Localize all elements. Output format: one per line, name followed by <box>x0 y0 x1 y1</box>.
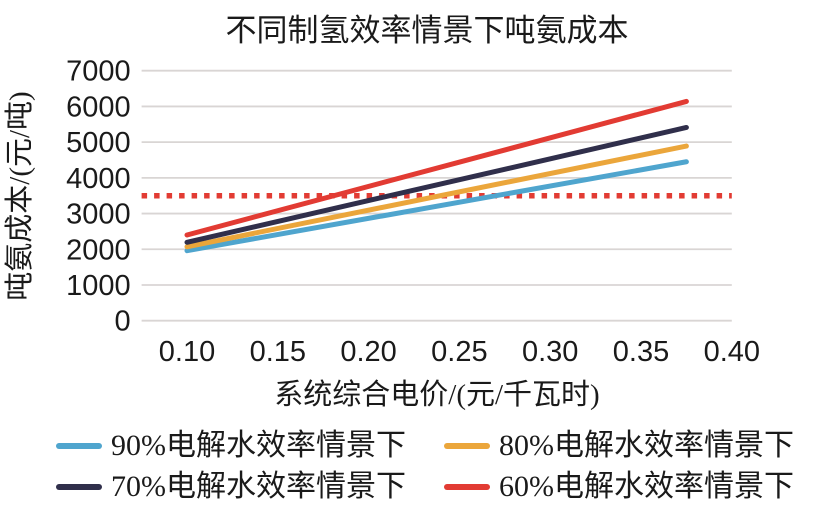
series-line <box>184 124 689 245</box>
series-line <box>184 98 689 238</box>
legend-item: 90%电解水效率情景下 <box>56 427 444 465</box>
legend: 90%电解水效率情景下 80%电解水效率情景下 70%电解水效率情景下 60%电解水效… <box>56 427 794 506</box>
x-tick-label: 0.25 <box>431 336 487 368</box>
y-tick-label: 2000 <box>66 234 131 266</box>
y-tick-label: 3000 <box>66 199 131 231</box>
legend-label: 90%电解水效率情景下 <box>111 429 406 462</box>
y-tick-label: 1000 <box>66 270 131 302</box>
x-axis-title: 系统综合电价/(元/千瓦时) <box>274 378 599 411</box>
y-tick-label: 5000 <box>66 127 131 159</box>
legend-swatch-line <box>444 484 490 490</box>
gridlines <box>141 69 732 322</box>
x-tick-label: 0.20 <box>340 336 396 368</box>
y-axis-title: 吨氨成本/(元/吨) <box>3 91 36 300</box>
legend-swatch-line <box>56 443 102 449</box>
plot-series <box>141 98 732 254</box>
y-tick-label: 0 <box>114 306 130 338</box>
series-line <box>184 159 689 254</box>
x-tick-label: 0.40 <box>704 336 760 368</box>
series-line <box>184 143 689 250</box>
y-tick-label: 4000 <box>66 163 131 195</box>
legend-label: 80%电解水效率情景下 <box>499 429 794 462</box>
legend-item: 60%电解水效率情景下 <box>444 468 794 506</box>
legend-item: 80%电解水效率情景下 <box>444 427 794 465</box>
x-axis-tick-labels: 0.10 0.15 0.20 0.25 0.30 0.35 0.40 <box>159 336 760 368</box>
chart-title: 不同制氢效率情景下吨氨成本 <box>226 13 629 48</box>
legend-swatch-line <box>56 484 102 490</box>
x-tick-label: 0.10 <box>159 336 215 368</box>
x-tick-label: 0.35 <box>613 336 669 368</box>
y-tick-label: 7000 <box>66 56 131 88</box>
legend-label: 70%电解水效率情景下 <box>111 470 406 503</box>
legend-item: 70%电解水效率情景下 <box>56 468 444 506</box>
legend-label: 60%电解水效率情景下 <box>499 470 794 503</box>
x-tick-label: 0.30 <box>522 336 578 368</box>
y-tick-label: 6000 <box>66 91 131 123</box>
x-tick-label: 0.15 <box>250 336 306 368</box>
legend-swatch-line <box>444 443 490 449</box>
